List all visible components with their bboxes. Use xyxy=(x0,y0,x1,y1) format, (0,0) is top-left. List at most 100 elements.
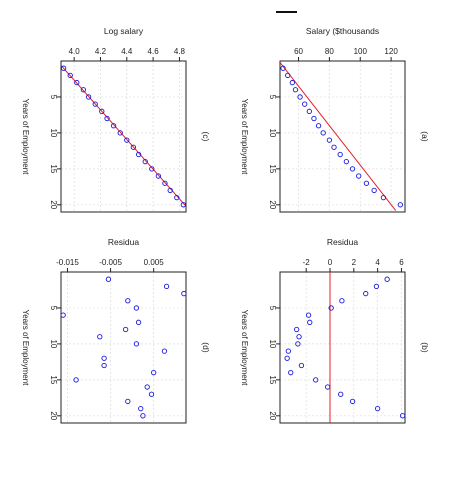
data-point xyxy=(285,348,291,354)
chart-panel: -0.015 -0.005 0.005 5 10 15 20 Residua Years of … xyxy=(21,237,211,424)
data-point xyxy=(306,108,312,114)
data-point xyxy=(338,391,344,397)
y-tick-label: 15 xyxy=(49,164,58,173)
x-tick-label: 60 xyxy=(294,47,303,56)
data-point xyxy=(85,94,92,100)
data-point xyxy=(180,202,187,208)
x-tick-label: 4.0 xyxy=(69,47,81,56)
x-tick-label: 80 xyxy=(325,47,334,56)
data-point xyxy=(363,290,369,297)
data-point xyxy=(80,87,87,93)
data-point xyxy=(285,72,291,79)
data-point xyxy=(155,173,162,179)
data-point xyxy=(315,123,322,129)
data-point xyxy=(104,115,110,122)
data-point xyxy=(324,384,331,390)
plot-frame xyxy=(279,271,406,424)
data-point xyxy=(167,187,173,194)
chart-title: Residua xyxy=(327,237,358,247)
data-point xyxy=(328,305,334,311)
data-point xyxy=(307,319,313,325)
y-tick-label: 5 xyxy=(268,306,277,311)
data-point xyxy=(339,298,345,304)
y-tick-label: 20 xyxy=(49,200,58,209)
chart-panel: -2 0 2 4 6 5 10 15 20 Residua Years of Employment (… xyxy=(240,237,430,424)
data-point xyxy=(123,326,129,333)
data-point xyxy=(313,377,319,383)
plot-frame xyxy=(60,60,187,213)
panel-label: (d) xyxy=(201,342,211,353)
data-point xyxy=(161,348,168,354)
data-point xyxy=(284,355,290,361)
data-point xyxy=(130,144,137,150)
data-point xyxy=(397,202,404,208)
data-point xyxy=(149,166,155,172)
data-point xyxy=(73,377,79,383)
x-tick-label: 4.6 xyxy=(148,47,160,56)
y-tick-label: 10 xyxy=(49,339,58,348)
x-tick-label: 100 xyxy=(354,47,368,56)
data-point xyxy=(125,398,131,405)
data-point xyxy=(125,298,131,304)
data-point xyxy=(326,137,333,143)
x-tick-label: -0.015 xyxy=(56,258,79,267)
data-point xyxy=(374,405,381,412)
x-tick-label: -0.005 xyxy=(99,258,122,267)
data-point xyxy=(124,137,130,143)
x-tick-label: 4 xyxy=(375,258,380,267)
data-point xyxy=(380,194,387,201)
y-tick-label: 10 xyxy=(268,339,277,348)
y-tick-label: 15 xyxy=(49,375,58,384)
data-point xyxy=(296,334,302,340)
chart-title: Residua xyxy=(108,237,139,247)
x-tick-label: 120 xyxy=(384,47,398,56)
data-point xyxy=(133,341,140,347)
y-axis-label: Years of Employment xyxy=(21,310,30,387)
data-point xyxy=(349,166,356,172)
data-point xyxy=(297,94,303,100)
chart-panel: 4.0 4.2 4.4 4.6 4.8 5 10 15 20 Log salary Years of… xyxy=(21,26,211,213)
y-axis-label: Years of Employment xyxy=(240,99,249,176)
chart-panel: 60 80 100 120 5 10 15 20 Salary ($thousands Years… xyxy=(240,26,430,213)
data-point xyxy=(373,283,380,290)
chart-title: Log salary xyxy=(104,26,144,36)
chart-title: Salary ($thousands xyxy=(306,26,379,36)
data-point xyxy=(349,398,356,405)
data-point xyxy=(110,123,117,129)
data-point xyxy=(294,326,300,333)
data-point xyxy=(331,144,337,150)
panel-label: (c) xyxy=(201,132,211,142)
x-tick-label: 4.4 xyxy=(121,47,133,56)
fit-line xyxy=(61,64,186,207)
data-point xyxy=(101,355,107,361)
data-point xyxy=(74,79,80,86)
data-point xyxy=(174,194,180,201)
y-tick-label: 5 xyxy=(49,306,58,311)
data-point xyxy=(384,276,390,282)
data-point xyxy=(302,101,308,107)
data-point xyxy=(399,413,406,419)
data-point xyxy=(97,334,103,340)
data-point xyxy=(140,413,146,419)
x-tick-label: 2 xyxy=(352,258,357,267)
data-point xyxy=(337,151,343,158)
x-tick-label: -2 xyxy=(303,258,311,267)
y-tick-label: 10 xyxy=(268,128,277,137)
data-point xyxy=(295,341,301,347)
data-point xyxy=(163,283,170,290)
data-point xyxy=(135,319,142,325)
data-point xyxy=(311,115,317,122)
data-point xyxy=(292,87,299,93)
data-point xyxy=(298,362,305,369)
data-point xyxy=(133,305,140,311)
y-tick-label: 5 xyxy=(49,95,58,100)
y-tick-label: 20 xyxy=(268,200,277,209)
data-point xyxy=(138,405,144,412)
data-point xyxy=(60,65,67,71)
data-point xyxy=(288,370,294,376)
panel-label: (a) xyxy=(420,131,430,142)
x-tick-label: 0.005 xyxy=(144,258,165,267)
y-tick-label: 20 xyxy=(49,411,58,420)
